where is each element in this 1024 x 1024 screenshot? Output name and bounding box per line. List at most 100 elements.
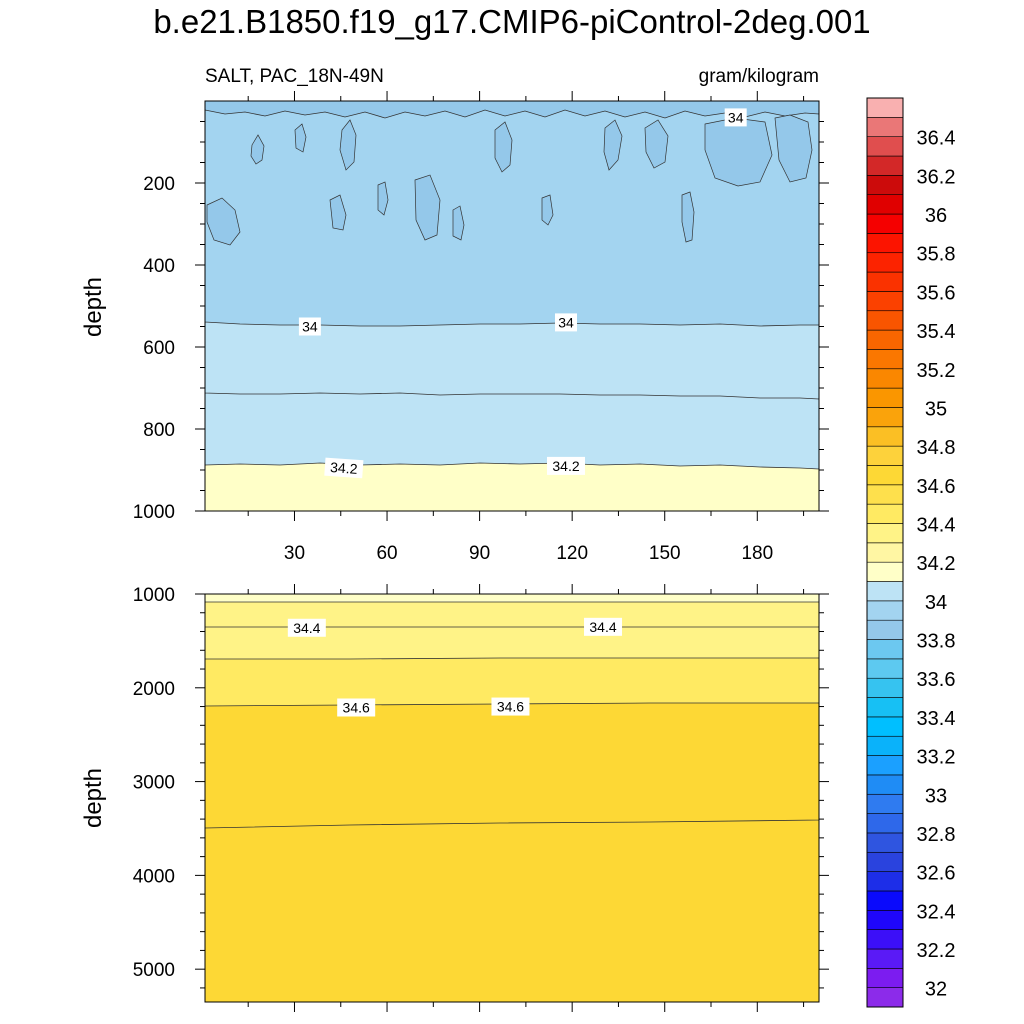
colorbar-label: 34.2 xyxy=(917,553,956,575)
colorbar-swatch xyxy=(866,948,904,969)
contour-label-bg xyxy=(298,317,321,336)
colorbar-swatch xyxy=(866,774,904,795)
salinity-anomaly-cells xyxy=(206,114,813,246)
contour-label: 34 xyxy=(724,108,747,127)
contour-label: 34 xyxy=(554,313,577,332)
colorbar-swatch xyxy=(866,426,904,447)
colorbar-swatch xyxy=(866,271,904,292)
colorbar-swatch xyxy=(866,310,904,331)
contour-label-text: 34.4 xyxy=(293,620,320,636)
figure-title: b.e21.B1850.f19_g17.CMIP6-piControl-2deg… xyxy=(153,3,870,40)
colorbar-label: 33.8 xyxy=(917,631,956,653)
colorbar-swatch xyxy=(866,213,904,234)
colorbar-swatch xyxy=(866,175,904,196)
colorbar-label: 32.8 xyxy=(917,824,956,846)
lower-contour-labels: 34.4 34.4 34.6 34.6 xyxy=(287,617,623,717)
colorbar-label: 33.2 xyxy=(917,747,956,769)
colorbar-frame xyxy=(866,97,904,1008)
colorbar-label: 32.6 xyxy=(917,863,956,885)
x-tick-label: 180 xyxy=(741,543,773,564)
colorbar-swatch xyxy=(866,600,904,621)
y-tick-label: 200 xyxy=(143,174,175,195)
colorbar-label: 33.6 xyxy=(917,669,956,691)
colorbar-label: 36 xyxy=(925,205,947,227)
contour-label: 34.6 xyxy=(491,697,530,716)
anomaly-cell xyxy=(414,174,441,241)
colorbar-label: 33.4 xyxy=(917,708,956,730)
colorbar-swatch xyxy=(866,97,904,118)
y-tick-label: 800 xyxy=(143,420,175,441)
contour-label-text: 34 xyxy=(558,314,574,330)
anomaly-cell xyxy=(452,205,465,241)
colorbar-label: 34.8 xyxy=(917,437,956,459)
contour-label-text: 34.6 xyxy=(343,699,370,715)
contour-label: 34.2 xyxy=(324,457,364,479)
colorbar-swatch xyxy=(866,909,904,930)
variable-label: SALT, PAC_18N-49N xyxy=(205,66,384,87)
colorbar-swatch xyxy=(866,368,904,389)
colorbar-swatch xyxy=(866,117,904,137)
colorbar-swatch xyxy=(866,832,904,853)
units-label: gram/kilogram xyxy=(699,66,819,87)
band-33-8-fill xyxy=(205,101,819,119)
colorbar-swatch xyxy=(866,658,904,679)
colorbar-label: 35.2 xyxy=(917,360,956,382)
colorbar-swatch xyxy=(866,735,904,756)
upper-axis-ticks: 200 400 600 800 1000 30 60 90 120 150 180 xyxy=(133,91,829,564)
contour-label: 34.4 xyxy=(287,618,326,637)
colorbar-swatch xyxy=(866,523,904,544)
colorbar-label: 35.8 xyxy=(917,244,956,266)
colorbar-label: 34.6 xyxy=(917,476,956,498)
colorbar-swatch xyxy=(866,155,904,176)
colorbar-label: 32 xyxy=(925,979,947,1001)
colorbar-label: 34 xyxy=(925,592,947,614)
upper-contour-labels: 34 34 34 34.2 34.2 xyxy=(298,108,747,479)
colorbar-swatch xyxy=(866,233,904,254)
colorbar-swatch xyxy=(866,194,904,215)
colorbar-label: 33 xyxy=(925,785,947,807)
x-tick-label: 120 xyxy=(556,543,588,564)
colorbar-swatch xyxy=(866,793,904,814)
anomaly-cell xyxy=(329,194,347,231)
colorbar-label: 36.2 xyxy=(917,166,956,188)
anomaly-cell xyxy=(294,123,307,153)
contour-label-text: 34.4 xyxy=(589,619,616,635)
colorbar-label: 34.4 xyxy=(917,514,956,536)
colorbar-label: 35 xyxy=(925,398,947,420)
anomaly-cell xyxy=(774,114,813,183)
colorbar-swatch xyxy=(866,639,904,660)
anomaly-cell xyxy=(206,197,241,246)
y-tick-label: 400 xyxy=(143,256,175,277)
contour-label: 34.2 xyxy=(546,456,585,475)
colorbar-swatch xyxy=(866,387,904,408)
colorbar-label: 35.4 xyxy=(917,321,956,343)
contour-label-bg xyxy=(554,313,577,332)
colorbar-swatch xyxy=(866,503,904,524)
contour-label-bg xyxy=(724,108,747,127)
x-tick-label: 30 xyxy=(284,543,305,564)
y-tick-label: 1000 xyxy=(133,502,175,523)
colorbar-swatch xyxy=(866,813,904,834)
colorbar-swatch xyxy=(866,677,904,698)
colorbar-swatch xyxy=(866,484,904,505)
colorbar-swatch xyxy=(866,929,904,950)
upper-y-axis-label: depth xyxy=(80,277,107,337)
anomaly-cell xyxy=(681,191,695,243)
lower-panel: 1000 2000 3000 4000 5000 34.4 34.4 34.6 34.6 de… xyxy=(80,584,829,1012)
colorbar-swatch xyxy=(866,329,904,350)
contour-label-bg xyxy=(546,456,585,475)
y-tick-label: 5000 xyxy=(133,960,175,981)
colorbar-swatch xyxy=(866,697,904,718)
colorbar: 32 32.2 32.4 32.6 32.8 33 33.2 33.4 33.6 33.8 34 34… xyxy=(866,97,956,1008)
colorbar-swatch xyxy=(866,542,904,563)
colorbar-swatch xyxy=(866,136,904,157)
anomaly-cell xyxy=(494,121,513,173)
anomaly-cell xyxy=(250,134,265,165)
colorbar-swatch xyxy=(866,407,904,428)
colorbar-swatch xyxy=(866,252,904,273)
colorbar-swatch xyxy=(866,349,904,370)
contour-label-text: 34.6 xyxy=(497,699,524,715)
lower-fill xyxy=(205,594,819,1002)
